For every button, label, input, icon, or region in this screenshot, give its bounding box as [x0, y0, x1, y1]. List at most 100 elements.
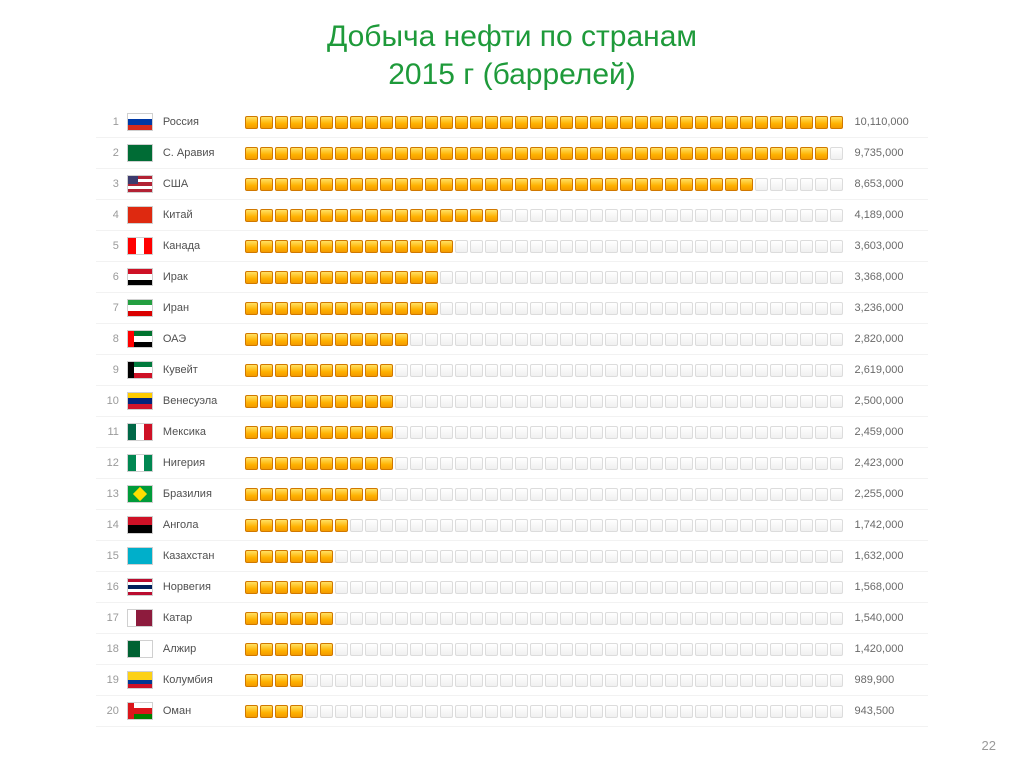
barrel-empty-icon [500, 209, 513, 222]
barrel-icon [245, 426, 258, 439]
barrel-icon [245, 271, 258, 284]
barrel-icon [320, 457, 333, 470]
barrel-icon [770, 147, 783, 160]
value-cell: 3,236,000 [843, 302, 928, 314]
barrel-empty-icon [695, 581, 708, 594]
barrel-empty-icon [605, 240, 618, 253]
barrel-empty-icon [575, 705, 588, 718]
value-cell: 3,603,000 [843, 240, 928, 252]
barrel-empty-icon [545, 395, 558, 408]
barrel-empty-icon [365, 612, 378, 625]
barrel-icon [245, 457, 258, 470]
barrel-icon [320, 519, 333, 532]
pictogram-bar [245, 147, 843, 160]
barrel-empty-icon [545, 488, 558, 501]
barrel-empty-icon [755, 705, 768, 718]
barrel-empty-icon [665, 302, 678, 315]
barrel-empty-icon [395, 550, 408, 563]
barrel-icon [575, 178, 588, 191]
barrel-empty-icon [545, 333, 558, 346]
barrel-empty-icon [410, 333, 423, 346]
barrel-empty-icon [815, 643, 828, 656]
barrel-empty-icon [785, 209, 798, 222]
barrel-empty-icon [515, 426, 528, 439]
barrel-empty-icon [515, 333, 528, 346]
barrel-icon [605, 147, 618, 160]
value-cell: 4,189,000 [843, 209, 928, 221]
barrel-empty-icon [590, 674, 603, 687]
barrel-empty-icon [575, 302, 588, 315]
barrel-empty-icon [545, 519, 558, 532]
barrel-empty-icon [410, 395, 423, 408]
barrel-icon [260, 147, 273, 160]
barrel-empty-icon [545, 674, 558, 687]
barrel-icon [290, 395, 303, 408]
barrel-empty-icon [350, 612, 363, 625]
barrel-empty-icon [755, 457, 768, 470]
barrel-empty-icon [320, 705, 333, 718]
flag-icon [127, 485, 153, 503]
value-cell: 1,540,000 [843, 612, 928, 624]
barrel-empty-icon [710, 426, 723, 439]
barrel-icon [320, 333, 333, 346]
barrel-empty-icon [530, 364, 543, 377]
flag-icon [127, 330, 153, 348]
barrel-empty-icon [425, 364, 438, 377]
barrel-icon [260, 457, 273, 470]
barrel-icon [305, 426, 318, 439]
barrel-empty-icon [485, 302, 498, 315]
barrel-empty-icon [665, 581, 678, 594]
barrel-icon [245, 674, 258, 687]
barrel-empty-icon [440, 643, 453, 656]
barrel-icon [290, 457, 303, 470]
barrel-empty-icon [575, 519, 588, 532]
barrel-icon [275, 209, 288, 222]
barrel-empty-icon [830, 147, 843, 160]
barrel-empty-icon [725, 271, 738, 284]
barrel-icon [275, 550, 288, 563]
barrel-empty-icon [530, 643, 543, 656]
barrel-empty-icon [830, 488, 843, 501]
barrel-empty-icon [695, 643, 708, 656]
barrel-icon [365, 116, 378, 129]
barrel-empty-icon [500, 426, 513, 439]
barrel-icon [275, 705, 288, 718]
barrel-empty-icon [740, 674, 753, 687]
value-cell: 2,820,000 [843, 333, 928, 345]
barrel-empty-icon [470, 643, 483, 656]
barrel-empty-icon [395, 426, 408, 439]
barrel-empty-icon [470, 705, 483, 718]
barrel-empty-icon [485, 271, 498, 284]
barrel-empty-icon [650, 302, 663, 315]
barrel-empty-icon [635, 550, 648, 563]
barrel-icon [260, 519, 273, 532]
barrel-empty-icon [500, 488, 513, 501]
barrel-empty-icon [395, 364, 408, 377]
barrel-icon [290, 550, 303, 563]
barrel-empty-icon [635, 457, 648, 470]
barrel-empty-icon [695, 395, 708, 408]
barrel-icon [695, 147, 708, 160]
barrel-icon [275, 395, 288, 408]
barrel-empty-icon [545, 550, 558, 563]
barrel-empty-icon [620, 643, 633, 656]
barrel-icon [605, 178, 618, 191]
barrel-icon [725, 178, 738, 191]
value-cell: 2,619,000 [843, 364, 928, 376]
rank-cell: 20 [96, 705, 127, 717]
barrel-empty-icon [635, 240, 648, 253]
barrel-empty-icon [500, 364, 513, 377]
barrel-empty-icon [500, 271, 513, 284]
barrel-empty-icon [680, 705, 693, 718]
barrel-empty-icon [410, 457, 423, 470]
barrel-empty-icon [470, 364, 483, 377]
barrel-empty-icon [545, 643, 558, 656]
rank-cell: 10 [96, 395, 127, 407]
barrel-icon [425, 302, 438, 315]
barrel-empty-icon [560, 674, 573, 687]
barrel-icon [290, 178, 303, 191]
barrel-empty-icon [515, 240, 528, 253]
barrel-empty-icon [575, 457, 588, 470]
barrel-icon [320, 612, 333, 625]
barrel-empty-icon [785, 395, 798, 408]
